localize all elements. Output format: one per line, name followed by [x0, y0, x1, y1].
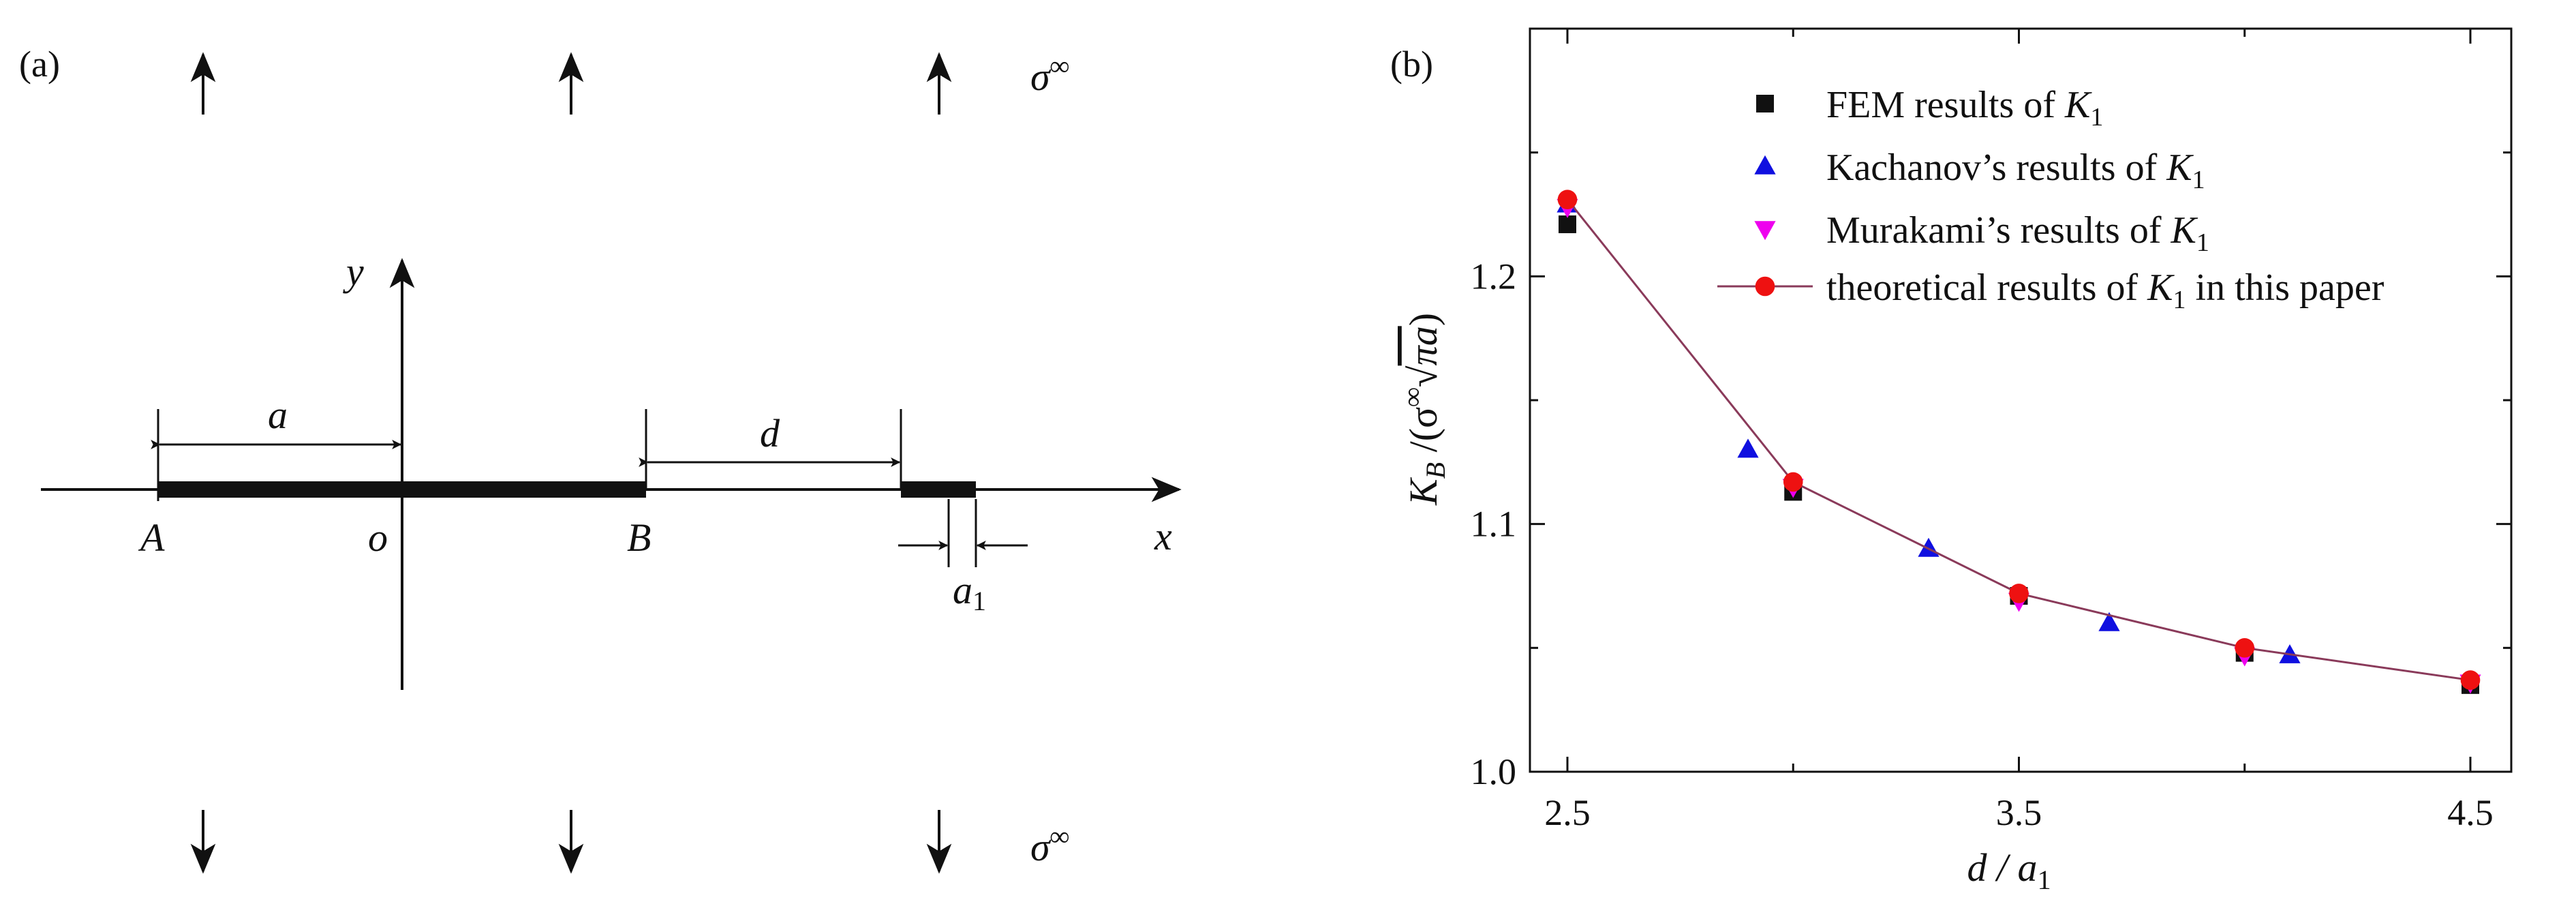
panel-a-label: (a)	[19, 44, 60, 85]
origin-label: o	[368, 515, 388, 560]
main-crack	[158, 481, 646, 498]
legend-label: Kachanov’s results of K1	[1826, 147, 2205, 194]
legend-marker	[1754, 155, 1776, 175]
top-stress-arrows	[190, 52, 952, 115]
x-tick-label: 4.5	[2447, 792, 2494, 833]
plot-frame	[1529, 27, 2513, 773]
panel-b-label: (b)	[1390, 44, 1433, 85]
small-crack	[901, 481, 976, 498]
legend-item-2: Murakami’s results of K1	[1754, 209, 2209, 257]
panel-b-chart: (b) 2.5 3.5 4.5 1.0 1.1 1.2 d / a1 KB /(σ∞√π…	[1390, 27, 2513, 895]
data-point	[1557, 190, 1578, 210]
stress-label-top: σ∞	[1030, 50, 1069, 99]
legend: FEM results of K1 Kachanov’s results of K…	[1717, 84, 2385, 314]
legend-label: theoretical results of K1 in this paper	[1826, 267, 2385, 314]
legend-marker	[1756, 95, 1774, 112]
data-point	[2460, 670, 2481, 690]
dim-a1-label: a1	[953, 568, 986, 616]
data-point	[2235, 638, 2255, 658]
dim-d-label: d	[760, 411, 780, 455]
data-point	[1783, 472, 1803, 492]
legend-item-1: Kachanov’s results of K1	[1754, 147, 2205, 194]
point-A-label: A	[138, 515, 165, 560]
series-3	[1557, 190, 2481, 690]
y-axis-title: KB /(σ∞√πa)	[1397, 313, 1451, 506]
y-axis-label: y	[343, 250, 364, 294]
panel-a-diagram: (a) σ∞ σ∞ y x	[19, 44, 1182, 874]
tip-ticks	[157, 409, 977, 567]
x-tick-label: 3.5	[1996, 792, 2042, 833]
data-point	[2098, 612, 2120, 631]
svg-text:KB /(σ∞√πa): KB /(σ∞√πa)	[1397, 313, 1451, 506]
x-ticks: 2.5 3.5 4.5	[1544, 29, 2494, 833]
stress-label-bottom: σ∞	[1030, 821, 1069, 869]
y-ticks: 1.0 1.1 1.2	[1471, 27, 2511, 792]
y-tick-label: 1.1	[1471, 504, 1517, 545]
point-B-label: B	[627, 515, 651, 560]
legend-marker	[1754, 221, 1776, 241]
legend-label: Murakami’s results of K1	[1826, 209, 2209, 257]
data-point	[1918, 537, 1939, 557]
series-1	[1557, 193, 2301, 663]
bottom-stress-arrows	[190, 810, 952, 874]
x-axis-title: d / a1	[1967, 845, 2051, 895]
y-tick-label: 1.2	[1471, 256, 1517, 297]
data-point	[1737, 438, 1759, 458]
x-tick-label: 2.5	[1544, 792, 1591, 833]
x-axis-label: x	[1154, 514, 1172, 558]
data-point	[1559, 215, 1576, 234]
series-layer	[1557, 190, 2481, 694]
legend-marker	[1755, 276, 1775, 297]
data-point	[2009, 584, 2029, 603]
legend-item-0: FEM results of K1	[1756, 84, 2103, 132]
y-tick-label: 1.0	[1471, 751, 1517, 792]
dim-a-label: a	[268, 393, 288, 437]
legend-label: FEM results of K1	[1826, 84, 2103, 132]
legend-item-3: theoretical results of K1 in this paper	[1717, 267, 2385, 314]
